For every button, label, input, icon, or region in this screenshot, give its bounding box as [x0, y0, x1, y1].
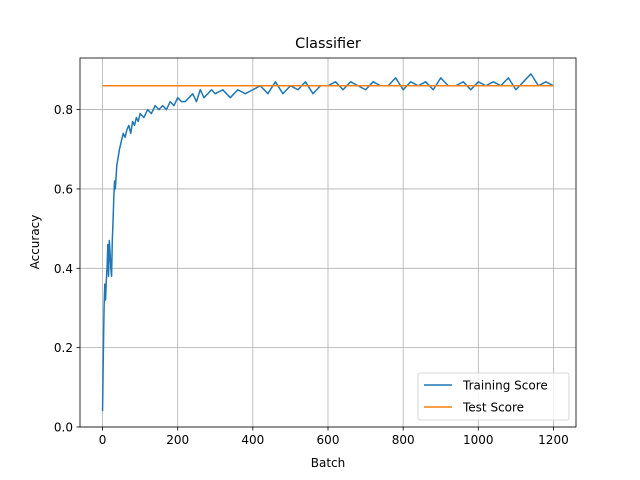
series-line-training-score: [101, 73, 554, 412]
y-tick-label: 0.8: [54, 103, 73, 117]
y-tick-label: 0.6: [54, 182, 73, 196]
legend: Training Score Test Score: [417, 372, 570, 421]
legend-label-test-score: Test Score: [462, 401, 524, 415]
x-tick-label: 800: [392, 433, 415, 447]
x-tick-label: 200: [166, 433, 189, 447]
legend-box: [417, 372, 570, 421]
grid-lines: [80, 58, 576, 428]
axis-ticks: 0 200 400 600 800 1000 1200 0.0 0.2 0.4 0.6 0.8: [54, 103, 569, 447]
x-tick-label: 400: [241, 433, 264, 447]
plot-series: [101, 73, 554, 412]
x-tick-label: 1000: [463, 433, 494, 447]
x-tick-label: 0: [99, 433, 107, 447]
y-axis-label: Accuracy: [28, 215, 42, 270]
x-axis-label: Batch: [311, 456, 346, 470]
x-tick-label: 600: [317, 433, 340, 447]
y-tick-label: 0.4: [54, 262, 73, 276]
legend-label-training-score: Training Score: [462, 379, 548, 393]
chart-title: Classifier: [295, 36, 361, 52]
y-tick-label: 0.2: [54, 341, 73, 355]
y-tick-label: 0.0: [54, 421, 73, 435]
x-tick-label: 1200: [538, 433, 569, 447]
